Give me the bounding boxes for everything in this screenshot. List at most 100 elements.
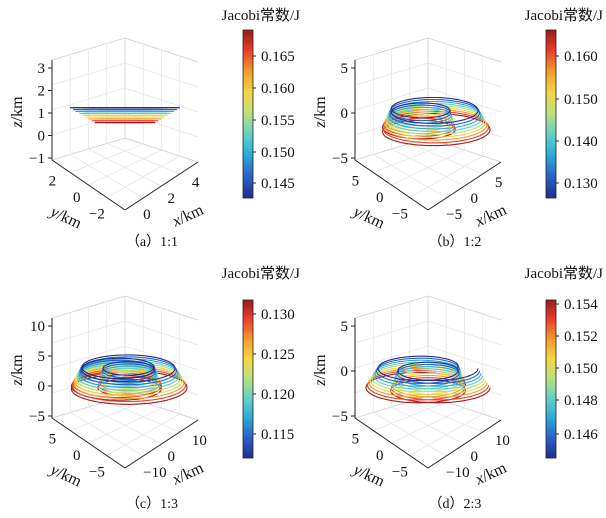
grid-line — [409, 401, 483, 433]
z-tick-label: 5 — [38, 349, 46, 365]
grid-line — [391, 149, 465, 186]
colorbar-tick-label: 0.145 — [261, 176, 295, 192]
grid-line — [409, 413, 483, 456]
y-axis-label: y/km — [46, 203, 85, 233]
grid-line — [88, 407, 162, 444]
z-axis-label: z/km — [9, 96, 26, 129]
x-axis-unit: /km — [176, 459, 206, 485]
orbit-curve-4 — [74, 364, 184, 397]
colorbar-tick-label: 0.150 — [564, 361, 598, 377]
z-tick-label: 5 — [341, 61, 349, 77]
colorbar: 0.165 0.160 0.155 0.150 0.145 Jacobi常数/J — [222, 7, 300, 199]
colorbar: 0.130 0.125 0.120 0.115 Jacobi常数/J — [222, 265, 300, 459]
colorbar-tick-label: 0.148 — [564, 393, 598, 409]
y-tick-label: 0 — [73, 190, 81, 206]
colorbar-tick-label: 0.160 — [564, 49, 598, 65]
z-tick-label: −1 — [29, 151, 45, 167]
colorbar-tick-label: 0.140 — [564, 134, 598, 150]
z-tick-label: 5 — [341, 319, 349, 335]
colorbar-tick-label: 0.120 — [261, 387, 295, 403]
colorbar: 0.154 0.152 0.150 0.148 0.146 Jacobi常数/J — [525, 265, 603, 459]
z-tick-label: 0 — [38, 129, 46, 145]
x-axis-unit: /km — [479, 459, 509, 485]
grid-line — [51, 87, 199, 113]
orbit-curve-7 — [78, 358, 179, 389]
grid-line — [409, 155, 483, 198]
y-tick-label: −2 — [89, 207, 105, 223]
orbit-curve-8 — [389, 98, 481, 127]
y-axis-line — [354, 159, 429, 211]
grid-line — [51, 345, 199, 371]
grid-line — [106, 413, 180, 456]
grid-line — [391, 407, 465, 444]
grid-line — [106, 155, 180, 198]
grid-line — [409, 143, 483, 175]
z-axis-label: z/km — [312, 96, 329, 129]
z-axis-label: z/km — [9, 354, 26, 387]
z-axis-unit: /km — [312, 96, 329, 121]
panel-caption: （c）1:3 — [126, 496, 178, 512]
y-tick-label: −5 — [89, 465, 105, 481]
panel-caption: （b）1:2 — [429, 234, 482, 250]
x-tick-label: 0 — [471, 191, 479, 207]
y-axis-label: y/km — [349, 203, 388, 233]
y-axis-unit: /km — [54, 206, 84, 232]
orbits — [70, 106, 180, 124]
x-tick-label: 0 — [168, 449, 176, 465]
y-axis-label: y/km — [46, 461, 85, 491]
colorbar-tick-label: 0.152 — [564, 329, 598, 345]
orbits — [70, 354, 188, 405]
orbit-curve-5 — [386, 104, 485, 136]
z-tick-label: 2 — [38, 84, 46, 100]
orbits — [381, 96, 491, 147]
y-axis-line — [51, 417, 126, 469]
z-tick-label: −5 — [332, 151, 348, 167]
colorbar-title: Jacobi常数/J — [525, 7, 603, 24]
z-axis-label: z/km — [312, 354, 329, 387]
x-tick-label: 0 — [471, 449, 479, 465]
z-axis-unit: /km — [9, 96, 26, 121]
grid-line — [51, 62, 199, 88]
y-tick-label: −5 — [392, 465, 408, 481]
panel-caption: （a）1:1 — [126, 234, 178, 250]
colorbar: 0.160 0.150 0.140 0.130 Jacobi常数/J — [525, 7, 603, 199]
y-axis-unit: /km — [357, 206, 387, 232]
y-axis-unit: /km — [357, 464, 387, 490]
z-tick-label: 0 — [341, 106, 349, 122]
y-axis-unit: /km — [54, 464, 84, 490]
orbit-curve-9 — [81, 354, 176, 383]
x-tick-label: −10 — [143, 465, 166, 481]
colorbar-tick-label: 0.165 — [261, 49, 295, 65]
orbit-curve-9 — [377, 355, 479, 382]
grid-line — [354, 87, 502, 113]
x-axis-line — [124, 419, 199, 469]
colorbar-gradient — [242, 29, 254, 199]
colorbar-tick-label: 0.160 — [261, 81, 295, 97]
colorbar-gradient — [545, 299, 557, 459]
x-axis-line — [427, 419, 502, 469]
x-tick-label: 10 — [495, 433, 510, 449]
y-tick-label: 0 — [376, 190, 384, 206]
colorbar-gradient — [242, 299, 254, 459]
x-axis-unit: /km — [479, 201, 509, 227]
z-tick-label: −5 — [29, 409, 45, 425]
z-tick-label: 10 — [30, 319, 45, 335]
colorbar-gradient — [545, 29, 557, 199]
y-tick-label: 5 — [352, 173, 360, 189]
colorbar-tick-label: 0.146 — [564, 427, 598, 443]
z-tick-label: 1 — [38, 106, 46, 122]
z-tick-label: 0 — [341, 364, 349, 380]
y-axis-line — [51, 159, 126, 211]
x-tick-label: −5 — [446, 207, 462, 223]
x-tick-label: 2 — [168, 191, 176, 207]
x-axis-line — [124, 161, 199, 211]
orbit-curve-6 — [77, 360, 181, 391]
orbit-curve-1 — [381, 113, 491, 147]
colorbar-tick-label: 0.154 — [564, 297, 598, 313]
x-axis-unit: /km — [176, 201, 206, 227]
colorbar-tick-label: 0.150 — [564, 92, 598, 108]
grid-line — [106, 143, 180, 175]
grid-line — [354, 345, 502, 371]
